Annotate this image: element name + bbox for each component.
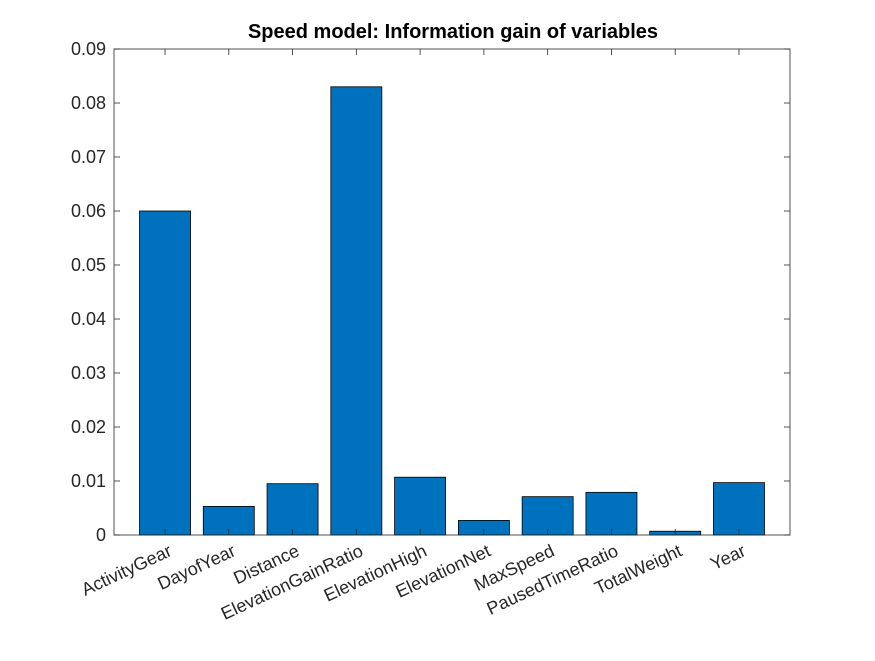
bar-maxspeed (521, 496, 574, 536)
y-tick-label: 0.02 (71, 417, 106, 437)
bar-distance (266, 483, 319, 536)
bar-elevationhigh (394, 476, 447, 536)
y-tick-label: 0.09 (71, 39, 106, 59)
y-tick-label: 0.07 (71, 147, 106, 167)
y-tick-label: 0.04 (71, 309, 106, 329)
bar-elevationgainratio (330, 86, 383, 536)
x-tick-label: Year (707, 540, 748, 573)
y-axis-ticks: 0 0.01 0.02 0.03 0.04 0.05 0.06 0.07 0.08 0.09 (71, 39, 790, 545)
x-tick-label: ActivityGear (78, 540, 174, 599)
plot-area-frame (113, 48, 791, 536)
y-tick-label: 0.08 (71, 93, 106, 113)
chart-title: Speed model: Information gain of variabl… (248, 21, 658, 43)
y-tick-label: 0 (96, 525, 106, 545)
axes-layer (113, 48, 791, 536)
y-tick-label: 0.01 (71, 471, 106, 491)
y-tick-label: 0.03 (71, 363, 106, 383)
y-tick-label: 0.05 (71, 255, 106, 275)
y-tick-label: 0.06 (71, 201, 106, 221)
bar-year (713, 482, 765, 536)
bars-layer (139, 86, 765, 536)
bar-pausedtimeratio (585, 491, 638, 536)
bar-activitygear (139, 210, 191, 536)
